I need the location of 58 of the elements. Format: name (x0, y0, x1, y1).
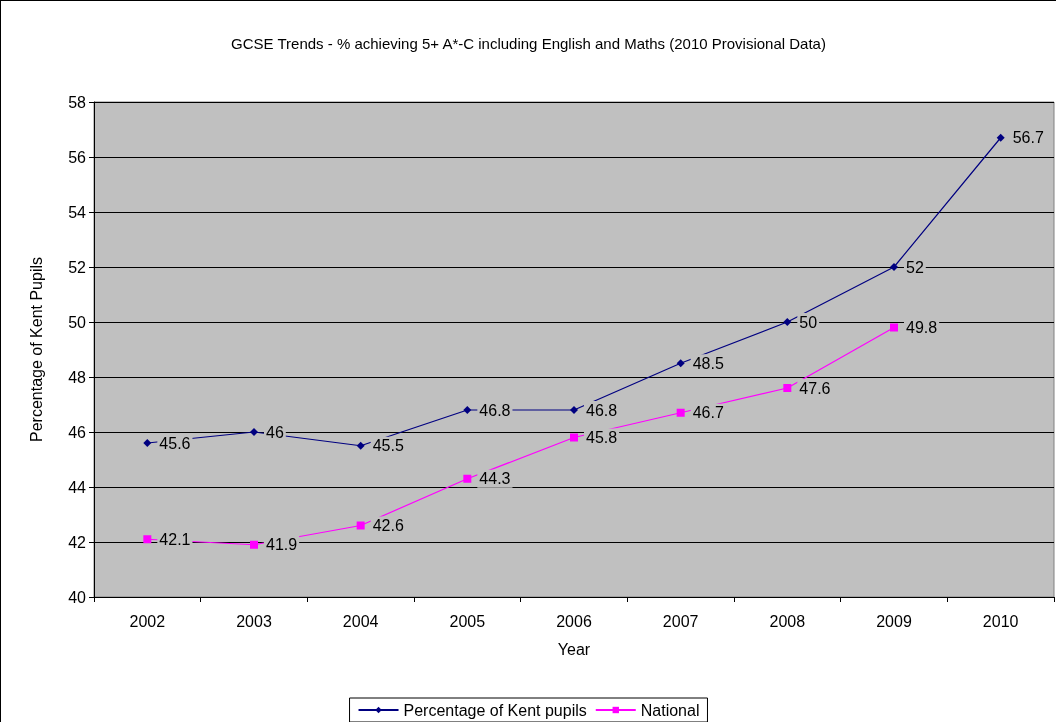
x-tick-label: 2003 (236, 612, 272, 630)
point (676, 359, 685, 368)
x-tick-label: 2005 (449, 612, 486, 630)
y-tick-label: 54 (68, 203, 87, 221)
point (676, 408, 685, 417)
data-label: 42.1 (159, 530, 191, 548)
point (890, 263, 898, 271)
point (356, 441, 365, 450)
y-tick-label: 46 (68, 423, 87, 441)
point (463, 474, 472, 483)
data-label: 45.8 (586, 429, 618, 446)
data-label: 44.3 (479, 470, 511, 488)
point (996, 133, 1005, 142)
x-tick-label: 2009 (876, 612, 912, 630)
data-label: 41.9 (266, 536, 298, 554)
data-label: 46.8 (479, 401, 511, 419)
data-label: 42.6 (372, 517, 404, 534)
x-tick-label: 2010 (982, 612, 1019, 630)
data-label: 46.7 (692, 404, 724, 422)
data-label: 48.5 (692, 354, 724, 372)
point (570, 433, 578, 442)
data-label: 47.6 (799, 379, 831, 397)
x-tick-label: 2004 (342, 612, 379, 630)
data-label: 45.5 (372, 437, 404, 455)
data-label: 49.8 (906, 319, 938, 336)
y-tick-label: 58 (68, 93, 87, 111)
point (356, 521, 365, 530)
data-label: 56.7 (1012, 129, 1044, 147)
y-tick-label: 52 (68, 258, 87, 276)
x-axis-title: Year (557, 640, 591, 658)
x-tick-label: 2007 (662, 612, 699, 630)
point (250, 428, 258, 436)
point (783, 384, 792, 392)
data-label: 50 (799, 313, 818, 331)
legend-label: Percentage of Kent pupils (403, 701, 587, 719)
data-label: 45.6 (159, 434, 191, 452)
y-tick-label: 56 (68, 148, 87, 166)
x-tick-label: 2008 (769, 612, 806, 630)
chart-title: GCSE Trends - % achieving 5+ A*-C including English and Maths (2010 Provisional Data) (231, 35, 826, 52)
x-tick-label: 2002 (129, 612, 166, 630)
y-tick-label: 48 (68, 368, 87, 386)
point (570, 406, 578, 414)
data-label: 46.8 (586, 401, 618, 419)
point (890, 323, 898, 332)
y-axis-title: Percentage of Kent Pupils (27, 256, 45, 443)
y-tick-label: 50 (68, 313, 87, 331)
y-tick-label: 40 (68, 588, 87, 606)
point (143, 439, 152, 447)
point (250, 540, 258, 549)
point (783, 318, 792, 326)
data-label: 52 (906, 258, 924, 276)
y-tick-label: 42 (68, 533, 87, 551)
data-label: 46 (266, 423, 284, 441)
y-tick-label: 44 (68, 478, 87, 496)
x-tick-label: 2006 (556, 612, 592, 630)
point (463, 406, 472, 414)
point (143, 535, 152, 544)
legend-label: National (640, 701, 700, 719)
